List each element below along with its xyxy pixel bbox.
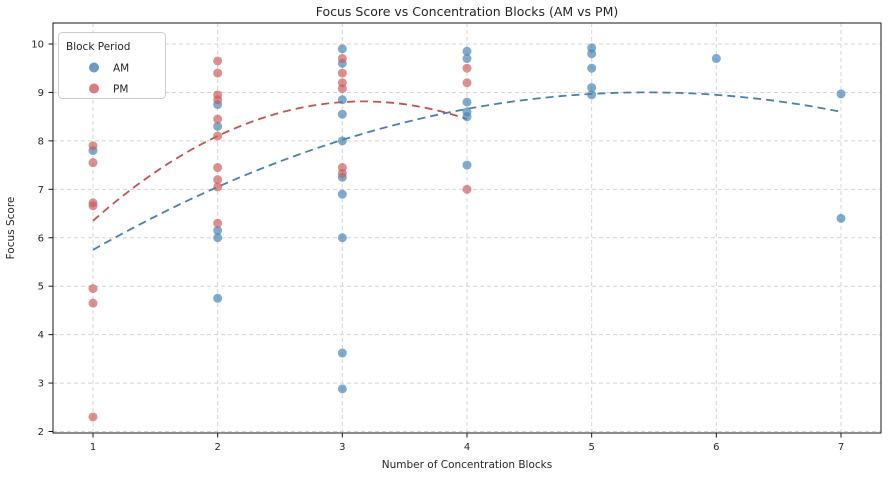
scatter-point-am xyxy=(462,54,472,64)
scatter-point-pm xyxy=(88,298,98,308)
x-tick-label: 7 xyxy=(838,442,844,453)
x-tick-label: 4 xyxy=(464,442,470,453)
scatter-point-pm xyxy=(337,54,347,64)
scatter-point-am xyxy=(711,54,721,64)
scatter-point-am xyxy=(462,46,472,56)
scatter-point-pm xyxy=(213,114,223,124)
scatter-point-pm xyxy=(213,218,223,228)
scatter-point-pm xyxy=(88,412,98,422)
scatter-point-pm xyxy=(213,131,223,141)
y-tick-label: 4 xyxy=(38,330,44,341)
scatter-point-am xyxy=(462,97,472,107)
x-tick-label: 6 xyxy=(713,442,719,453)
y-tick-label: 7 xyxy=(38,185,44,196)
legend-pm-dot-icon xyxy=(89,83,99,94)
legend-box xyxy=(58,32,166,99)
scatter-point-am xyxy=(337,384,347,394)
x-tick-label: 5 xyxy=(588,442,594,453)
scatter-point-am xyxy=(337,95,347,105)
legend-pm-label: PM xyxy=(113,84,128,96)
scatter-point-pm xyxy=(462,78,472,88)
scatter-point-am xyxy=(213,233,223,243)
scatter-point-pm xyxy=(213,56,223,66)
legend-am-label: AM xyxy=(113,63,129,75)
scatter-point-pm xyxy=(213,95,223,105)
scatter-point-pm xyxy=(213,68,223,78)
scatter-point-pm xyxy=(337,68,347,78)
scatter-point-pm xyxy=(88,201,98,211)
scatter-point-am xyxy=(337,348,347,358)
y-tick-label: 9 xyxy=(38,88,44,99)
legend: Block Period AM PM xyxy=(58,32,166,99)
trendline-pm xyxy=(92,100,468,222)
scatter-point-am xyxy=(587,90,597,100)
scatter-point-pm xyxy=(88,141,98,151)
scatter-point-am xyxy=(462,160,472,170)
scatter-point-pm xyxy=(462,63,472,73)
scatter-point-am xyxy=(337,136,347,146)
scatter-point-am xyxy=(462,112,472,122)
y-tick-label: 2 xyxy=(38,427,44,438)
x-axis-label: Number of Concentration Blocks xyxy=(382,459,552,471)
y-tick-label: 5 xyxy=(38,282,44,293)
scatter-points xyxy=(88,43,846,422)
legend-am-dot-icon xyxy=(89,62,99,73)
scatter-point-am xyxy=(587,49,597,59)
scatter-point-am xyxy=(337,189,347,199)
scatter-point-am xyxy=(587,63,597,73)
scatter-point-pm xyxy=(88,284,98,294)
scatter-point-am xyxy=(337,44,347,54)
scatter-point-am xyxy=(213,293,223,303)
y-tick-label: 6 xyxy=(38,233,44,244)
y-tick-label: 8 xyxy=(38,136,44,147)
scatter-point-am xyxy=(337,233,347,243)
scatter-point-am xyxy=(213,225,223,235)
chart-title: Focus Score vs Concentration Blocks (AM … xyxy=(316,4,619,19)
y-axis-label: Focus Score xyxy=(5,197,17,260)
scatter-point-am xyxy=(587,83,597,93)
y-tick-label: 3 xyxy=(38,379,44,390)
axis-ticks: 1 2 3 4 5 6 7 2 3 4 5 6 7 8 9 10 xyxy=(31,40,844,454)
scatter-point-pm xyxy=(88,158,98,168)
scatter-point-am xyxy=(213,121,223,131)
x-tick-label: 1 xyxy=(90,442,96,453)
scatter-point-am xyxy=(836,89,846,99)
x-tick-label: 2 xyxy=(214,442,220,453)
y-tick-label: 10 xyxy=(31,40,44,51)
scatter-point-pm xyxy=(337,84,347,94)
trendlines xyxy=(92,91,842,251)
x-tick-label: 3 xyxy=(339,442,345,453)
scatter-point-pm xyxy=(337,168,347,178)
legend-title: Block Period xyxy=(66,41,130,53)
scatter-point-pm xyxy=(213,163,223,173)
scatter-point-pm xyxy=(213,175,223,185)
scatter-point-am xyxy=(836,213,846,223)
grid xyxy=(53,23,881,433)
scatter-point-am xyxy=(337,109,347,119)
trendline-am xyxy=(92,91,842,251)
scatter-point-pm xyxy=(213,182,223,192)
scatter-point-pm xyxy=(462,184,472,194)
